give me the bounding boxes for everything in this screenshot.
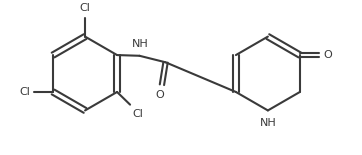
Text: NH: NH	[132, 39, 148, 49]
Text: Cl: Cl	[132, 109, 143, 119]
Text: Cl: Cl	[19, 87, 30, 97]
Text: O: O	[156, 90, 164, 100]
Text: NH: NH	[260, 118, 276, 128]
Text: Cl: Cl	[80, 3, 90, 13]
Text: O: O	[323, 50, 332, 60]
